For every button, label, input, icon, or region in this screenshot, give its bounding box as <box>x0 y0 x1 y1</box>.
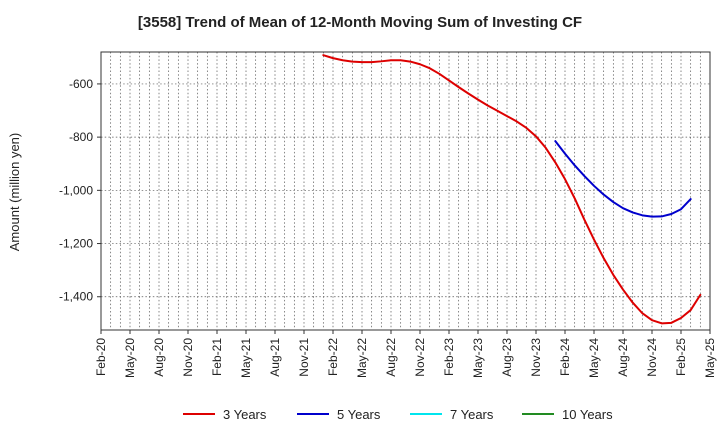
x-tick-label: Nov-22 <box>413 338 427 377</box>
series-line <box>322 54 702 325</box>
x-tick-label: Aug-20 <box>152 338 166 377</box>
x-tick-label: Nov-23 <box>529 338 543 377</box>
x-tick-label: Aug-22 <box>384 338 398 377</box>
x-tick-label: Nov-21 <box>297 338 311 377</box>
legend-label: 3 Years <box>223 407 267 422</box>
series-line <box>554 140 692 218</box>
x-tick-label: Feb-24 <box>558 338 572 376</box>
y-axis-label: Amount (million yen) <box>7 133 22 252</box>
x-tick-label: Aug-24 <box>616 338 630 377</box>
y-tick-label: -800 <box>69 130 93 144</box>
x-tick-label: May-23 <box>471 338 485 378</box>
x-tick-label: May-20 <box>123 338 137 378</box>
y-tick-label: -1,000 <box>59 183 93 197</box>
y-tick-label: -1,400 <box>59 290 93 304</box>
x-tick-label: Aug-23 <box>500 338 514 377</box>
legend-label: 10 Years <box>562 407 613 422</box>
x-tick-label: Nov-20 <box>181 338 195 377</box>
x-tick-label: May-25 <box>703 338 717 378</box>
y-tick-label: -600 <box>69 77 93 91</box>
plot-border <box>100 51 711 331</box>
x-tick-label: May-22 <box>355 338 369 378</box>
plot-area: -600 -800 -1,000 -1,200 -1,400 Feb-20 May-20 Au… <box>59 51 717 378</box>
x-tick-label: Aug-21 <box>268 338 282 377</box>
x-tick-label: Nov-24 <box>645 338 659 377</box>
y-tick-label: -1,200 <box>59 237 93 251</box>
legend-label: 5 Years <box>337 407 381 422</box>
x-tick-label: Feb-21 <box>210 338 224 376</box>
x-tick-label: Feb-23 <box>442 338 456 376</box>
x-tick-label: May-21 <box>239 338 253 378</box>
legend-label: 7 Years <box>450 407 494 422</box>
x-tick-label: Feb-25 <box>674 338 688 376</box>
x-tick-label: Feb-22 <box>326 338 340 376</box>
x-tick-label: May-24 <box>587 338 601 378</box>
x-tick-label: Feb-20 <box>94 338 108 376</box>
legend: 3 Years 5 Years 7 Years 10 Years <box>183 407 613 422</box>
chart-title: [3558] Trend of Mean of 12-Month Moving … <box>138 14 582 31</box>
